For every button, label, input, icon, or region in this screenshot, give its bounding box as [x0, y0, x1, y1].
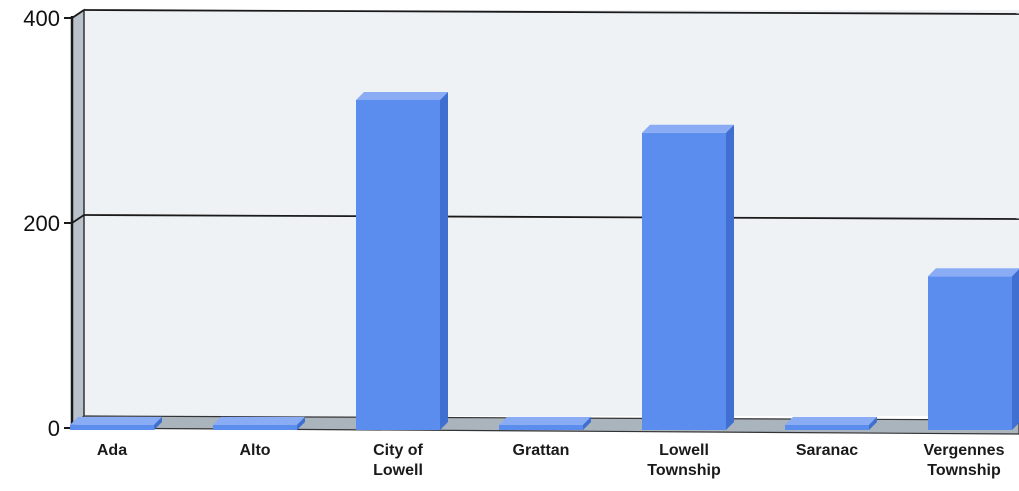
y-tick-label: 400	[23, 6, 60, 31]
bar	[70, 416, 162, 430]
x-category-label: Alto	[239, 442, 270, 459]
bar-front	[213, 424, 297, 430]
bar-side	[1012, 269, 1019, 430]
bar-top	[70, 416, 162, 425]
bar-side	[583, 416, 591, 430]
bar	[213, 416, 305, 430]
gridline	[83, 214, 1019, 220]
y-tick-label: 200	[23, 211, 60, 236]
bar-side	[726, 124, 734, 431]
bar	[356, 92, 448, 430]
x-category-label: Lowell Township	[647, 442, 721, 479]
bar-front	[356, 100, 440, 430]
bar-front	[642, 132, 726, 431]
bar-side	[440, 92, 448, 430]
bar	[928, 268, 1019, 430]
gridline	[83, 9, 1019, 15]
bar-front	[499, 424, 583, 430]
bar-top	[928, 268, 1019, 277]
bar-top	[356, 92, 448, 100]
bar-front	[70, 424, 154, 430]
gridline-side	[71, 9, 85, 19]
x-category-label: Grattan	[513, 442, 570, 459]
gridline-side	[71, 214, 85, 224]
bar	[785, 416, 877, 430]
x-category-label: Vergennes Township	[924, 442, 1005, 479]
bar-front	[928, 276, 1012, 430]
bar-side	[869, 416, 877, 430]
y-tick-label: 0	[48, 416, 60, 441]
bar	[499, 416, 591, 430]
bar-side	[154, 416, 162, 430]
bar-top	[785, 416, 877, 425]
plot-background	[84, 10, 1019, 416]
x-category-label: Ada	[97, 442, 127, 459]
bar	[642, 124, 734, 431]
x-category-label: City of Lowell	[373, 442, 423, 479]
x-category-label: Saranac	[796, 442, 858, 459]
bar-top	[499, 416, 591, 425]
bar-top	[642, 124, 734, 133]
bar-top	[213, 416, 305, 425]
bar-side	[297, 416, 305, 430]
bar-front	[785, 424, 869, 430]
